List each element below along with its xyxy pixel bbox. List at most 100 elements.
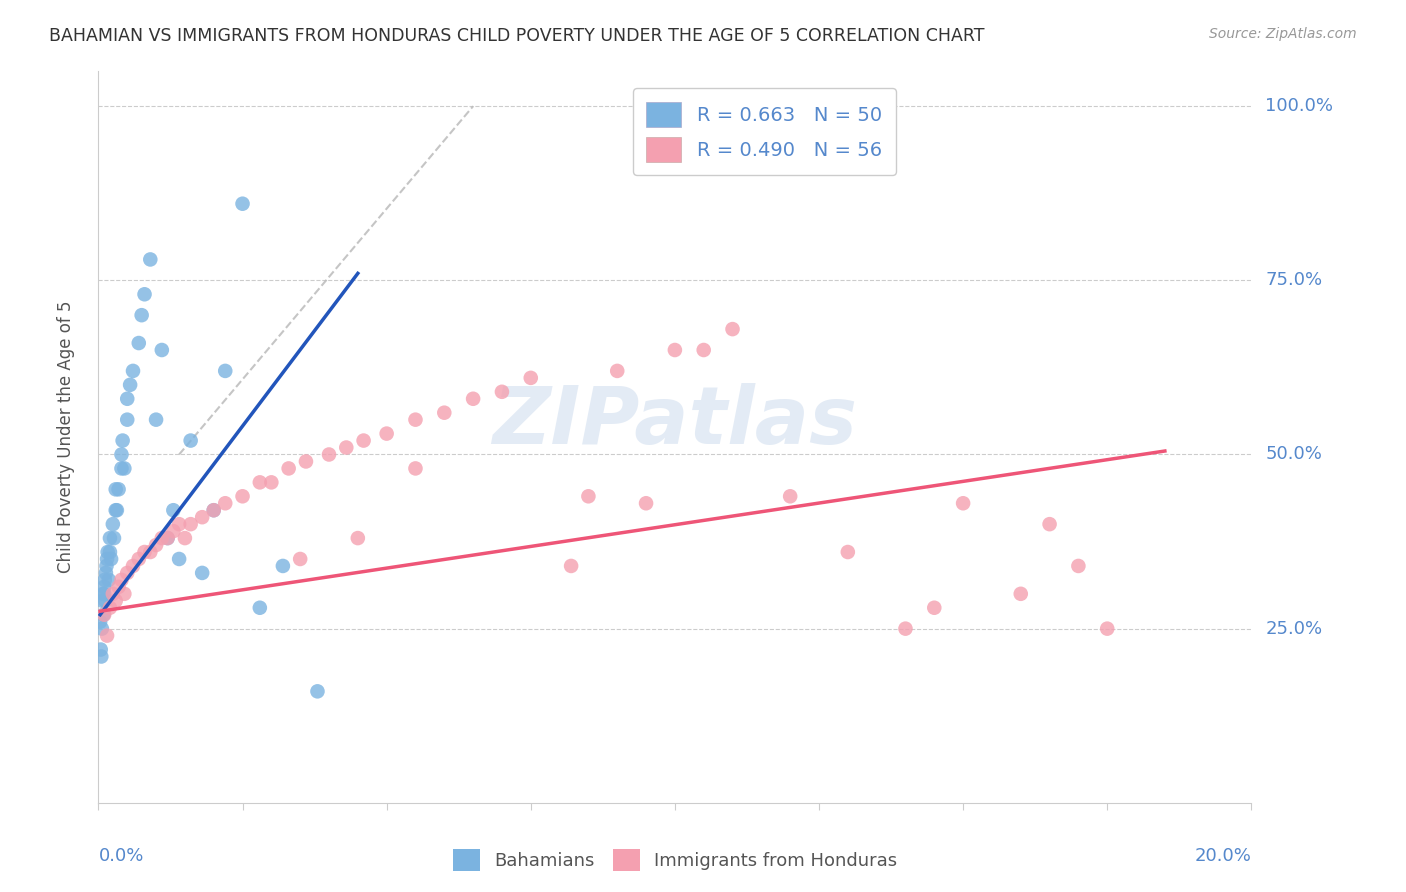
Point — [271, 558, 294, 573]
Point — [578, 489, 600, 503]
Point — [90, 642, 112, 657]
Text: 25.0%: 25.0% — [1265, 620, 1323, 638]
Point — [96, 558, 118, 573]
Point — [96, 629, 118, 643]
Point — [97, 545, 120, 559]
Point — [353, 434, 375, 448]
Point — [174, 531, 197, 545]
Point — [520, 371, 543, 385]
Point — [105, 503, 128, 517]
Point — [117, 392, 139, 406]
Point — [1039, 517, 1062, 532]
Point — [104, 594, 127, 608]
Point — [202, 503, 225, 517]
Text: 75.0%: 75.0% — [1265, 271, 1323, 289]
Point — [100, 552, 122, 566]
Point — [491, 384, 513, 399]
Point — [1097, 622, 1119, 636]
Point — [150, 531, 173, 545]
Point — [122, 558, 145, 573]
Point — [139, 252, 162, 267]
Point — [117, 412, 139, 426]
Point — [924, 600, 946, 615]
Point — [122, 364, 145, 378]
Text: 100.0%: 100.0% — [1265, 97, 1333, 115]
Point — [110, 448, 132, 462]
Point — [191, 510, 214, 524]
Point — [318, 448, 340, 462]
Point — [894, 622, 917, 636]
Point — [134, 287, 156, 301]
Point — [180, 434, 202, 448]
Point — [128, 336, 150, 351]
Point — [128, 552, 150, 566]
Point — [162, 524, 184, 538]
Point — [249, 600, 271, 615]
Point — [156, 531, 179, 545]
Point — [94, 573, 117, 587]
Text: Source: ZipAtlas.com: Source: ZipAtlas.com — [1209, 27, 1357, 41]
Point — [167, 517, 190, 532]
Point — [91, 594, 114, 608]
Point — [231, 489, 254, 503]
Point — [90, 649, 112, 664]
Point — [98, 545, 121, 559]
Point — [664, 343, 686, 357]
Point — [721, 322, 744, 336]
Point — [156, 531, 179, 545]
Point — [93, 587, 115, 601]
Point — [307, 684, 329, 698]
Point — [120, 377, 142, 392]
Point — [162, 503, 184, 517]
Point — [214, 496, 236, 510]
Point — [91, 587, 114, 601]
Point — [837, 545, 859, 559]
Y-axis label: Child Poverty Under the Age of 5: Child Poverty Under the Age of 5 — [56, 301, 75, 574]
Point — [405, 461, 427, 475]
Text: 20.0%: 20.0% — [1195, 847, 1251, 864]
Point — [461, 392, 484, 406]
Point — [1067, 558, 1090, 573]
Point — [693, 343, 716, 357]
Point — [117, 566, 139, 580]
Point — [405, 412, 427, 426]
Point — [335, 441, 357, 455]
Legend: R = 0.663   N = 50, R = 0.490   N = 56: R = 0.663 N = 50, R = 0.490 N = 56 — [633, 88, 896, 176]
Point — [93, 607, 115, 622]
Point — [103, 531, 125, 545]
Point — [96, 552, 118, 566]
Point — [89, 615, 111, 629]
Text: 50.0%: 50.0% — [1265, 445, 1322, 464]
Point — [180, 517, 202, 532]
Point — [101, 517, 124, 532]
Text: BAHAMIAN VS IMMIGRANTS FROM HONDURAS CHILD POVERTY UNDER THE AGE OF 5 CORRELATIO: BAHAMIAN VS IMMIGRANTS FROM HONDURAS CHI… — [49, 27, 984, 45]
Point — [277, 461, 299, 475]
Point — [111, 434, 134, 448]
Text: 0.0%: 0.0% — [98, 847, 143, 864]
Text: ZIPatlas: ZIPatlas — [492, 384, 858, 461]
Point — [779, 489, 801, 503]
Point — [97, 573, 120, 587]
Point — [231, 196, 254, 211]
Point — [606, 364, 628, 378]
Point — [94, 594, 117, 608]
Point — [112, 587, 135, 601]
Point — [104, 483, 127, 497]
Point — [202, 503, 225, 517]
Point — [139, 545, 162, 559]
Point — [249, 475, 271, 490]
Point — [110, 573, 132, 587]
Legend: Bahamians, Immigrants from Honduras: Bahamians, Immigrants from Honduras — [446, 842, 904, 879]
Point — [260, 475, 283, 490]
Point — [1010, 587, 1032, 601]
Point — [375, 426, 398, 441]
Point — [90, 622, 112, 636]
Point — [134, 545, 156, 559]
Point — [560, 558, 582, 573]
Point — [290, 552, 312, 566]
Point — [145, 412, 167, 426]
Point — [101, 587, 124, 601]
Point — [107, 483, 129, 497]
Point — [214, 364, 236, 378]
Point — [93, 580, 115, 594]
